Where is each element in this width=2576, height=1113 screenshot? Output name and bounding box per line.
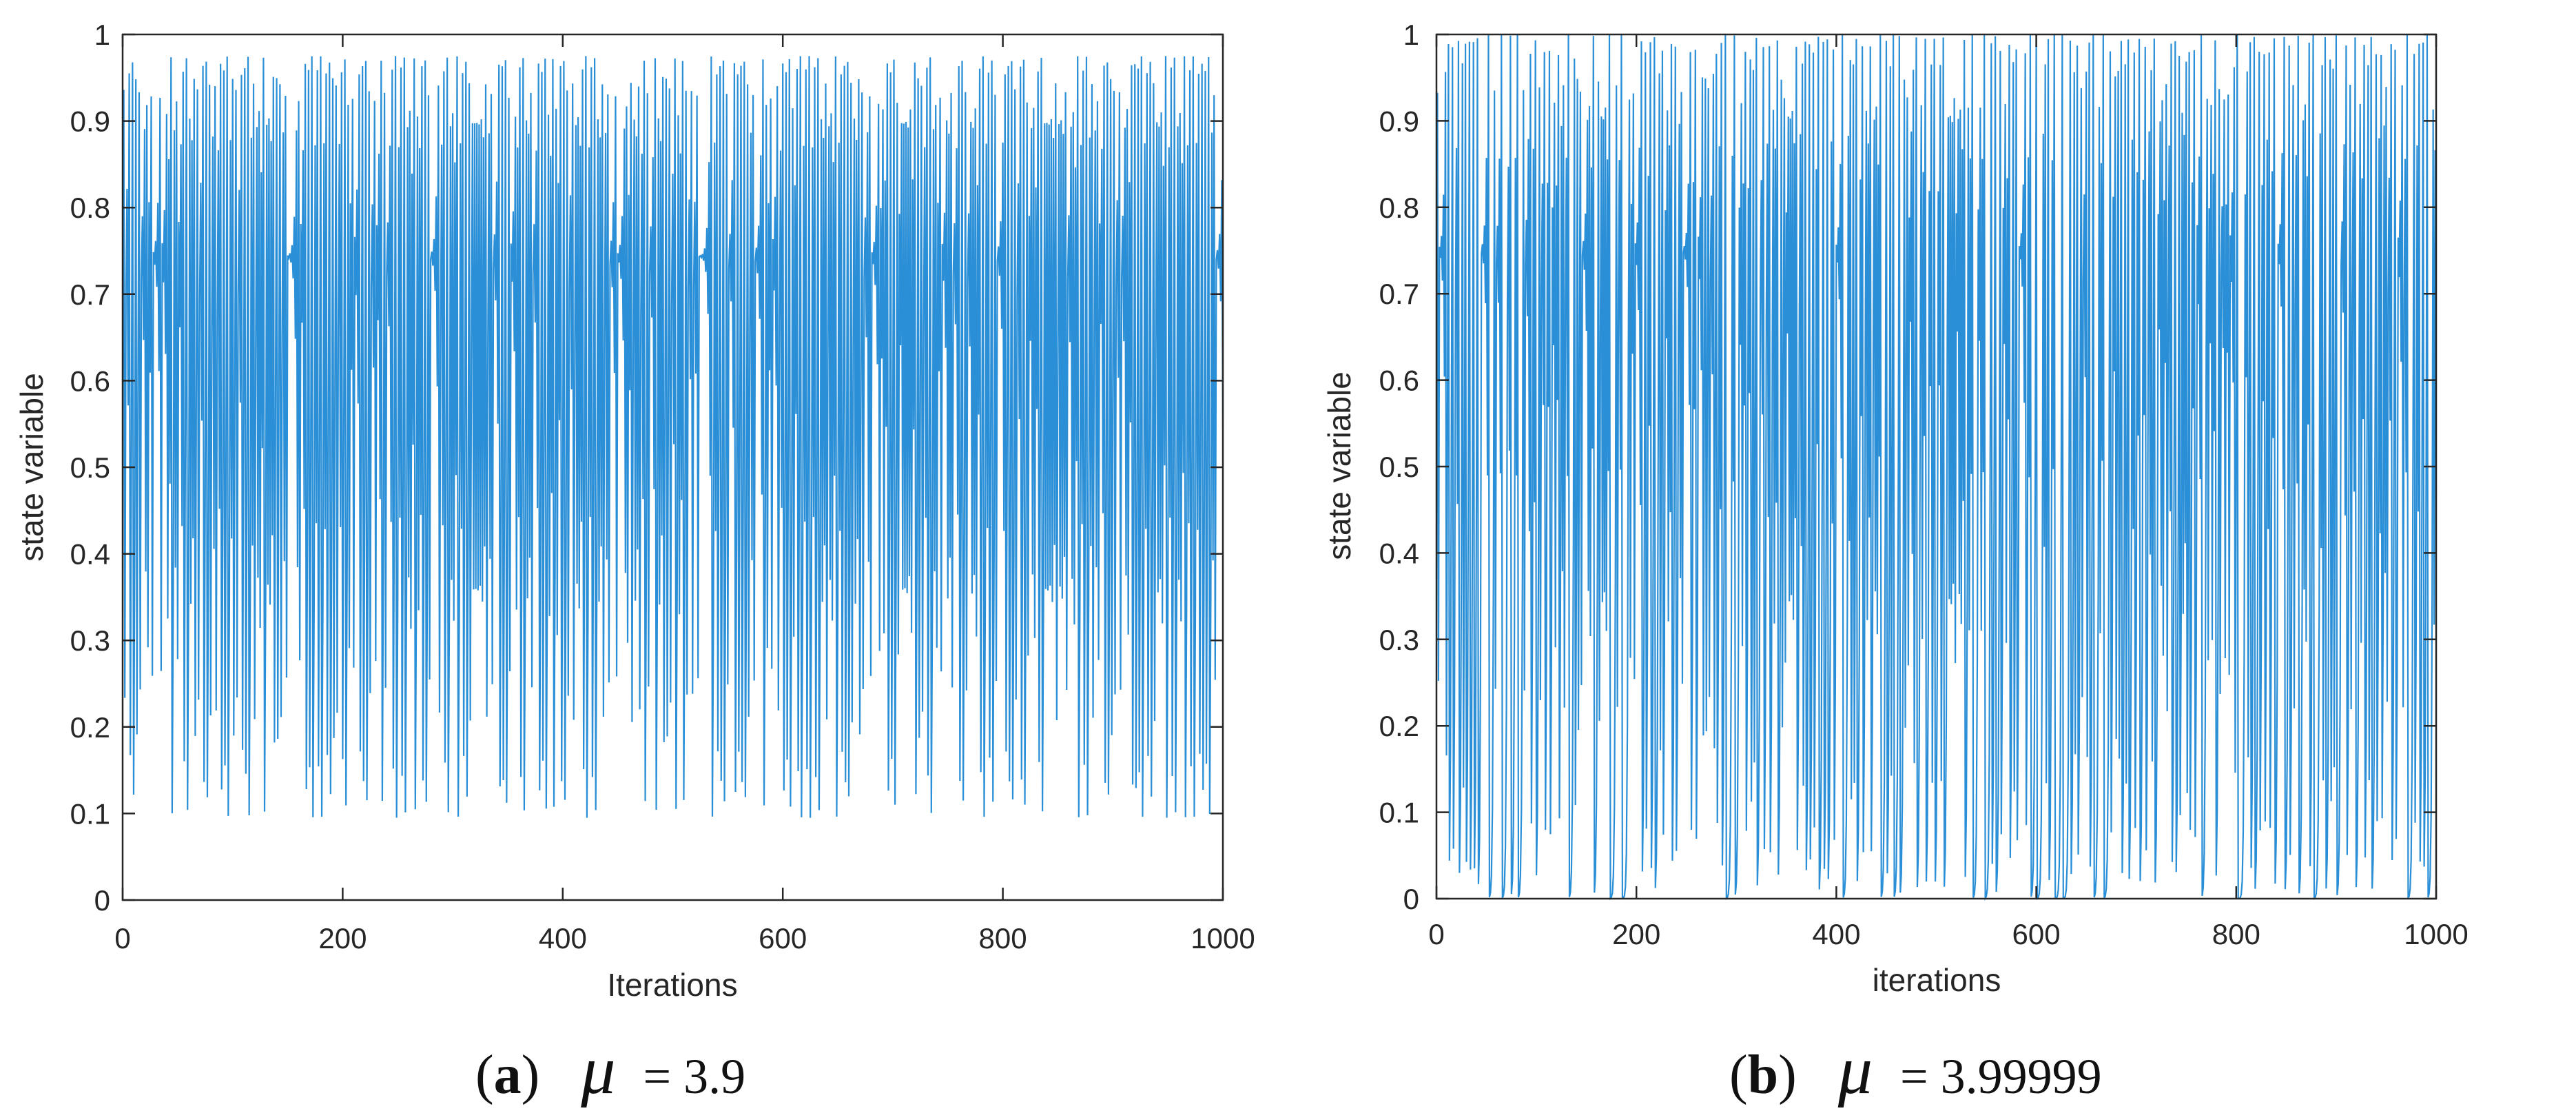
chart-b-xlabel: iterations xyxy=(1873,962,2001,998)
chart-panel-b: 0 0.1 0.2 0.3 0.4 0.5 0.6 0.7 0.8 0.9 1 0 200 400 600 8… xyxy=(1288,0,2576,1013)
caption-b-mu-symbol: μ xyxy=(1837,1032,1873,1108)
chart-b-ytick-label: 0.1 xyxy=(1379,797,1419,829)
chart-a-xtick-label: 800 xyxy=(979,922,1027,954)
chart-a-ticks: 0 0.1 0.2 0.3 0.4 0.5 0.6 0.7 0.8 0.9 1 0 200 400 600 8… xyxy=(70,19,1255,954)
caption-b-label: (b) xyxy=(1729,1045,1797,1105)
chart-a-xtick-label: 0 xyxy=(114,922,130,954)
chart-a-ytick-label: 0.1 xyxy=(70,797,110,830)
chart-b-ytick-label: 0.2 xyxy=(1379,710,1419,742)
chart-b-ytick-label: 0.5 xyxy=(1379,451,1419,483)
chart-b-xtick-label: 200 xyxy=(1612,918,1660,950)
chart-b-ytick-label: 1 xyxy=(1403,19,1419,51)
chart-a-series-line xyxy=(121,56,1224,818)
chart-b-ytick-label: 0.6 xyxy=(1379,365,1419,397)
caption-a-label: (a) xyxy=(475,1045,540,1105)
chart-b-ytick-label: 0.3 xyxy=(1379,624,1419,656)
chart-a-xlabel: Iterations xyxy=(607,967,737,1003)
caption-a: (a) μ = 3.9 xyxy=(475,1030,745,1110)
chart-a-svg: 0 0.1 0.2 0.3 0.4 0.5 0.6 0.7 0.8 0.9 1 0 200 400 600 8… xyxy=(14,19,1255,1003)
chart-a-ytick-label: 0.5 xyxy=(70,451,110,484)
caption-b-mu-value: = 3.99999 xyxy=(1899,1049,2102,1104)
chart-a-series-group xyxy=(121,56,1224,818)
caption-b: (b) μ = 3.99999 xyxy=(1729,1030,2102,1110)
chart-a-ytick-label: 0.9 xyxy=(70,105,110,138)
chart-b-ytick-label: 0 xyxy=(1403,883,1419,915)
chart-a-ytick-label: 0.6 xyxy=(70,365,110,397)
chart-b-xtick-label: 0 xyxy=(1428,918,1444,950)
chart-a-ytick-label: 0.4 xyxy=(70,538,110,571)
chart-a-xtick-label: 400 xyxy=(539,922,587,954)
chart-b-ticks: 0 0.1 0.2 0.3 0.4 0.5 0.6 0.7 0.8 0.9 1 0 200 400 600 8… xyxy=(1379,19,2469,950)
chart-b-svg: 0 0.1 0.2 0.3 0.4 0.5 0.6 0.7 0.8 0.9 1 0 200 400 600 8… xyxy=(1321,19,2469,998)
chart-b-ytick-label: 0.9 xyxy=(1379,105,1419,137)
chart-a-ytick-label: 1 xyxy=(94,19,110,51)
caption-a-mu-symbol: μ xyxy=(581,1032,616,1108)
chart-b-series-group xyxy=(1435,34,2438,901)
chart-b-xtick-label: 400 xyxy=(1812,918,1860,950)
chart-b-xtick-label: 600 xyxy=(2012,918,2061,950)
chart-a-ytick-label: 0.7 xyxy=(70,278,110,311)
chart-b-xtick-label: 1000 xyxy=(2404,918,2468,950)
chart-a-ytick-label: 0.2 xyxy=(70,711,110,744)
chart-b-series-line xyxy=(1435,34,2438,901)
chart-a-ytick-label: 0.3 xyxy=(70,624,110,657)
chart-b-ytick-label: 0.8 xyxy=(1379,192,1419,224)
chart-b-ytick-label: 0.7 xyxy=(1379,278,1419,310)
chart-a-ytick-label: 0 xyxy=(94,884,110,917)
chart-panel-a: 0 0.1 0.2 0.3 0.4 0.5 0.6 0.7 0.8 0.9 1 0 200 400 600 8… xyxy=(0,0,1288,1013)
chart-b-ytick-label: 0.4 xyxy=(1379,537,1419,569)
chart-a-xtick-label: 200 xyxy=(318,922,367,954)
chart-a-ytick-label: 0.8 xyxy=(70,192,110,224)
chart-b-xtick-label: 800 xyxy=(2212,918,2260,950)
chart-b-ylabel: state variable xyxy=(1321,371,1357,560)
caption-a-mu-value: = 3.9 xyxy=(643,1049,746,1104)
chart-a-xtick-label: 1000 xyxy=(1191,922,1255,954)
chart-a-xtick-label: 600 xyxy=(759,922,807,954)
chart-a-ylabel: state variable xyxy=(14,373,50,562)
